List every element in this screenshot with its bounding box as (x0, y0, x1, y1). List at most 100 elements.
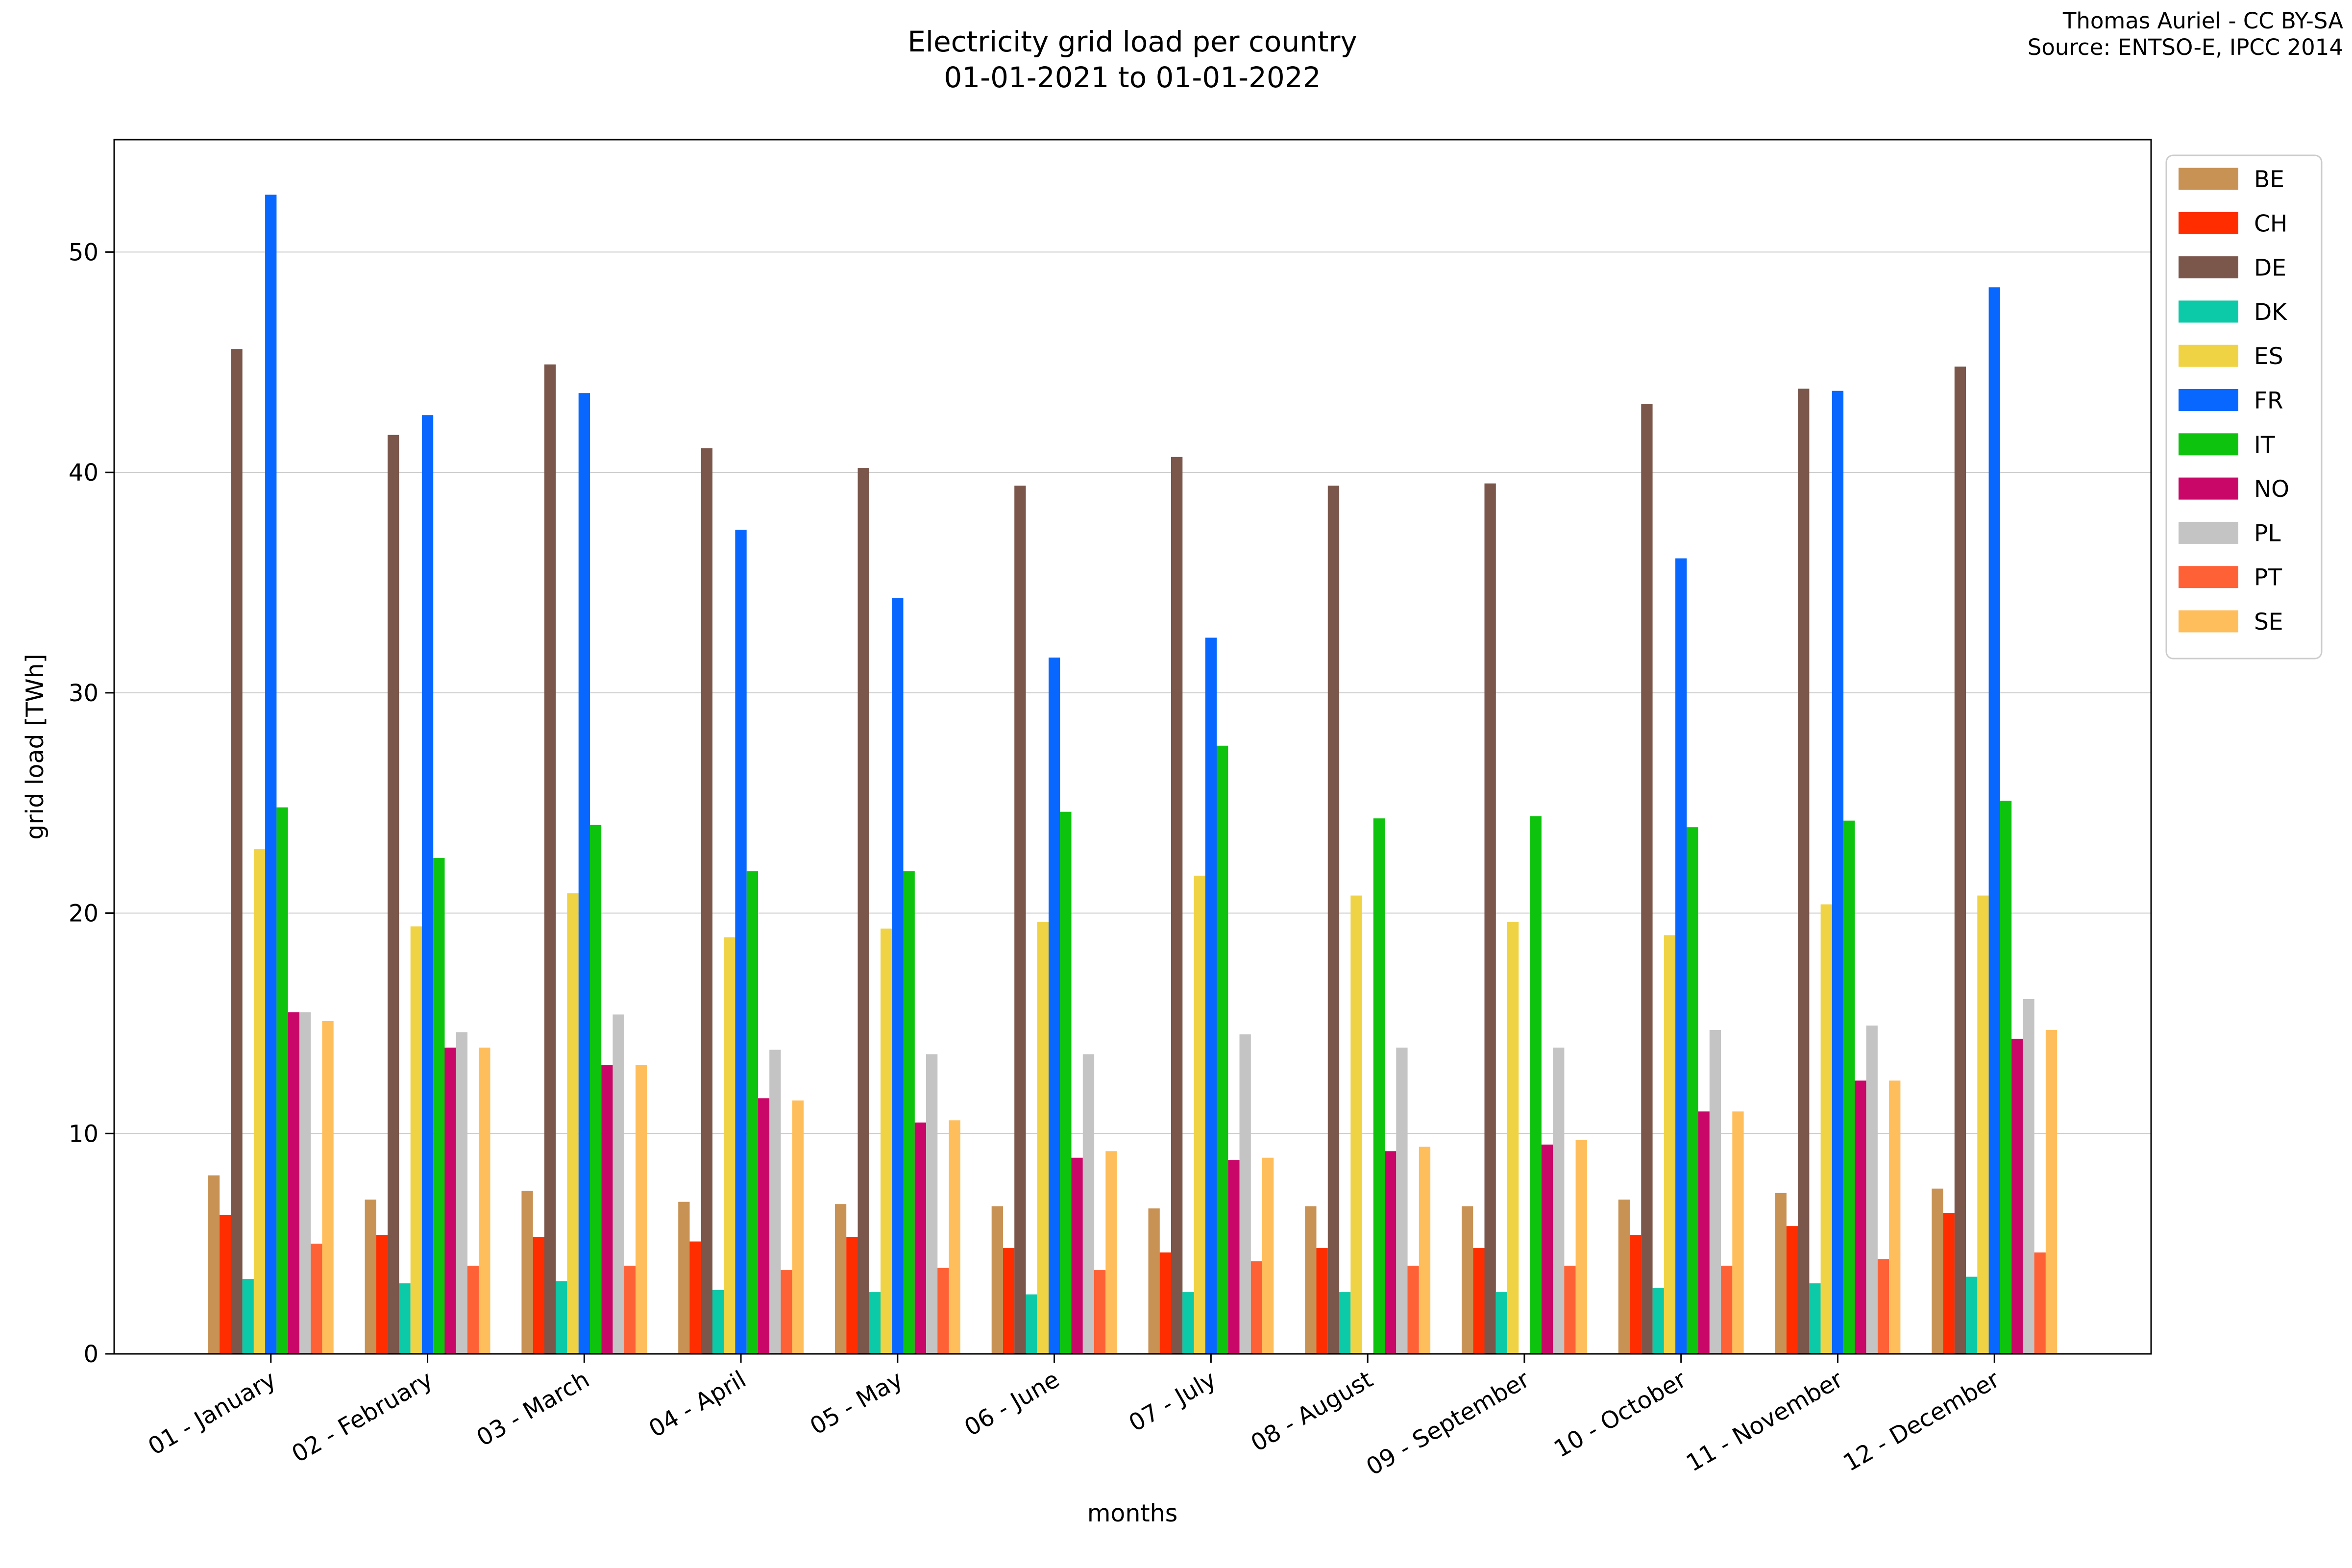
bar-ES-09 - September (1507, 922, 1519, 1354)
bar-PL-10 - October (1709, 1029, 1721, 1354)
bar-ES-06 - June (1037, 922, 1049, 1354)
legend-label-NO: NO (2254, 476, 2289, 503)
legend-label-FR: FR (2254, 388, 2283, 415)
x-tick-label: 11 - November (1682, 1366, 1848, 1477)
bar-FR-05 - May (892, 598, 904, 1354)
legend-item-BE: BE (2179, 166, 2284, 193)
bar-CH-08 - August (1316, 1248, 1328, 1354)
bar-CH-02 - February (376, 1235, 388, 1354)
legend-swatch-DE (2179, 256, 2238, 279)
bar-IT-04 - April (746, 871, 758, 1354)
bar-CH-07 - July (1159, 1252, 1171, 1354)
credit-source: Source: ENTSO-E, IPCC 2014 (2028, 34, 2343, 60)
bar-DK-08 - August (1339, 1292, 1351, 1354)
legend-label-IT: IT (2254, 432, 2275, 459)
bar-ES-11 - November (1820, 904, 1832, 1354)
bar-PL-05 - May (926, 1054, 938, 1354)
bar-NO-05 - May (914, 1122, 926, 1354)
legend-label-DK: DK (2254, 299, 2287, 326)
bar-PL-12 - December (2023, 999, 2034, 1354)
bar-BE-11 - November (1775, 1193, 1787, 1354)
legend-item-DE: DE (2179, 255, 2286, 282)
bar-group-01 - January (208, 195, 334, 1354)
bar-group-04 - April (678, 448, 804, 1354)
bar-PT-03 - March (624, 1266, 636, 1354)
bar-ES-05 - May (881, 929, 892, 1354)
legend-swatch-NO (2179, 477, 2238, 500)
x-tick-label: 10 - October (1549, 1366, 1691, 1463)
bar-CH-04 - April (689, 1241, 701, 1354)
bar-NO-12 - December (2011, 1038, 2023, 1354)
bar-DE-09 - September (1484, 483, 1496, 1354)
bar-BE-09 - September (1462, 1206, 1473, 1354)
bar-DK-01 - January (242, 1279, 254, 1354)
bar-group-08 - August (1305, 486, 1431, 1354)
bar-NO-03 - March (601, 1065, 613, 1354)
legend-swatch-CH (2179, 212, 2238, 234)
bar-ES-12 - December (1977, 895, 1989, 1354)
bar-DK-09 - September (1495, 1292, 1508, 1354)
bar-BE-12 - December (1932, 1188, 1943, 1354)
bar-group-02 - February (365, 415, 490, 1354)
bar-IT-08 - August (1373, 818, 1385, 1354)
legend-item-NO: NO (2179, 476, 2289, 503)
bar-ES-01 - January (253, 849, 266, 1354)
bar-CH-06 - June (1003, 1248, 1015, 1354)
bar-PL-11 - November (1866, 1025, 1878, 1354)
bar-CH-03 - March (533, 1237, 544, 1354)
bar-DE-11 - November (1798, 389, 1810, 1354)
bar-group-11 - November (1775, 389, 1901, 1354)
bar-ES-03 - March (567, 893, 579, 1354)
legend-label-PT: PT (2254, 564, 2282, 591)
legend-item-SE: SE (2179, 609, 2283, 636)
bar-PL-08 - August (1396, 1047, 1408, 1354)
bar-IT-02 - February (433, 858, 445, 1354)
bar-PT-01 - January (311, 1244, 322, 1354)
legend-swatch-PT (2179, 566, 2238, 588)
bar-CH-10 - October (1630, 1235, 1642, 1354)
bar-PT-11 - November (1877, 1259, 1889, 1354)
bar-PT-07 - July (1250, 1261, 1263, 1354)
bar-PT-06 - June (1094, 1270, 1106, 1354)
x-tick-label: 05 - May (806, 1366, 907, 1441)
bar-IT-09 - September (1530, 816, 1542, 1354)
x-tick-label: 07 - July (1124, 1366, 1221, 1437)
bar-BE-06 - June (991, 1206, 1003, 1354)
legend-swatch-DK (2179, 300, 2238, 323)
bar-DK-03 - March (556, 1281, 567, 1354)
bar-group-07 - July (1148, 457, 1274, 1354)
bar-PT-12 - December (2034, 1252, 2046, 1354)
bar-PT-09 - September (1564, 1266, 1576, 1354)
bar-NO-09 - September (1541, 1144, 1553, 1354)
bar-SE-09 - September (1575, 1140, 1587, 1354)
bar-IT-10 - October (1687, 827, 1698, 1354)
x-tick-label: 08 - August (1246, 1366, 1377, 1457)
x-axis: 01 - January 02 - February 03 - March 04 - … (144, 1354, 2004, 1481)
bar-BE-02 - February (365, 1200, 376, 1354)
legend-swatch-SE (2179, 610, 2238, 633)
bar-NO-11 - November (1855, 1080, 1866, 1354)
x-tick-label: 03 - March (472, 1366, 594, 1452)
bar-CH-12 - December (1943, 1213, 1955, 1354)
bar-NO-06 - June (1071, 1157, 1083, 1354)
legend-swatch-ES (2179, 344, 2238, 367)
bar-CH-09 - September (1473, 1248, 1485, 1354)
bar-DE-10 - October (1641, 404, 1653, 1354)
legend-item-PL: PL (2179, 520, 2281, 547)
legend-swatch-IT (2179, 433, 2238, 456)
bar-CH-01 - January (220, 1215, 231, 1354)
bar-FR-03 - March (578, 393, 590, 1354)
bar-FR-06 - June (1049, 657, 1060, 1354)
bar-PT-05 - May (937, 1268, 949, 1354)
bar-PL-06 - June (1082, 1054, 1095, 1354)
bar-groups (208, 195, 2058, 1354)
bar-DE-12 - December (1954, 367, 1966, 1354)
bar-ES-02 - February (410, 926, 422, 1354)
bar-PT-08 - August (1407, 1266, 1419, 1354)
bar-BE-01 - January (208, 1175, 220, 1354)
bar-DK-04 - April (712, 1290, 724, 1354)
legend-swatch-FR (2179, 389, 2238, 411)
bar-BE-05 - May (834, 1204, 847, 1354)
bar-FR-04 - April (735, 530, 747, 1354)
